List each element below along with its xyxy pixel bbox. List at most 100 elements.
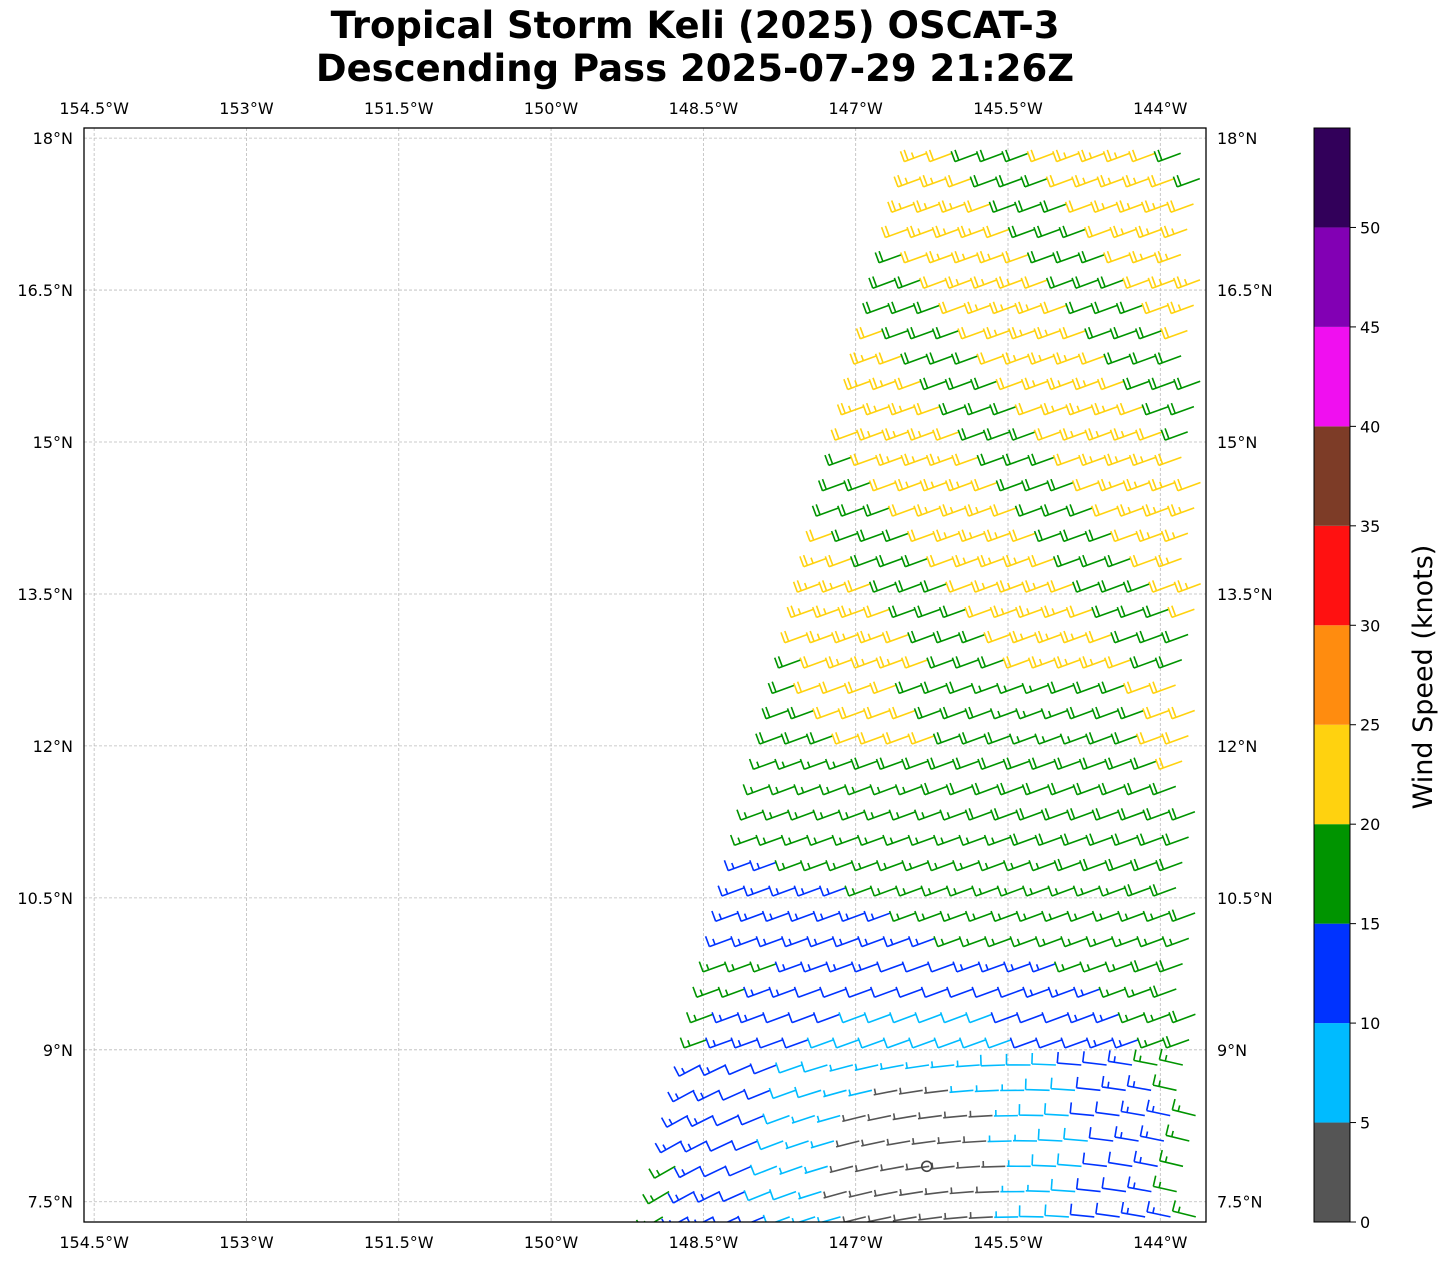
wind-barb <box>932 732 961 745</box>
wind-barb <box>830 428 858 441</box>
storm-center-marker <box>920 1160 933 1173</box>
wind-barb <box>925 149 953 163</box>
wind-barb <box>939 706 967 720</box>
wind-barb <box>1114 1126 1139 1142</box>
wind-barb <box>993 1109 1018 1117</box>
wind-barb <box>686 1216 714 1222</box>
wind-barb <box>1020 174 1048 188</box>
wind-barb <box>1008 733 1037 745</box>
wind-barb <box>920 681 948 695</box>
wind-barb <box>1123 884 1151 897</box>
wind-barb <box>1015 1012 1044 1024</box>
wind-barb <box>1028 961 1056 973</box>
wind-barb <box>1003 961 1031 973</box>
wind-barb <box>894 580 922 593</box>
wind-barb <box>901 961 929 973</box>
wind-barb <box>984 1037 1012 1049</box>
wind-barb <box>964 504 992 517</box>
wind-barb <box>1097 580 1125 593</box>
wind-barb <box>1060 1037 1088 1049</box>
wind-barb <box>1001 149 1029 163</box>
wind-barb <box>849 352 877 365</box>
wind-barb <box>1090 402 1119 416</box>
wind-barb <box>1022 885 1050 897</box>
wind-barb <box>1146 1200 1171 1218</box>
wind-barb <box>868 580 897 593</box>
wind-barb <box>748 758 777 771</box>
wind-barb <box>1107 1050 1133 1066</box>
wind-barb <box>786 605 814 619</box>
wind-barb <box>1172 276 1201 289</box>
wind-barb <box>1168 1010 1196 1024</box>
lat-tick-label-left: 9°N <box>43 1041 73 1060</box>
wind-barb <box>913 504 941 517</box>
lon-tick-label-bottom: 145.5°W <box>973 1233 1043 1252</box>
wind-barb <box>875 453 903 467</box>
lon-tick-label-bottom: 148.5°W <box>669 1233 739 1252</box>
wind-barb <box>1139 1125 1165 1142</box>
wind-barb <box>723 860 752 872</box>
wind-barb <box>1056 1153 1082 1168</box>
wind-barb <box>855 428 884 441</box>
wind-barb <box>1028 757 1056 771</box>
wind-barb <box>1117 910 1145 923</box>
colorbar-tick-label: 20 <box>1360 815 1380 834</box>
wind-barb <box>880 225 909 239</box>
wind-barb <box>879 1062 904 1071</box>
wind-barb <box>806 1037 834 1049</box>
wind-barb <box>812 910 840 923</box>
wind-barb <box>781 1037 809 1049</box>
wind-barb <box>968 1212 993 1219</box>
colorbar-tick-label: 50 <box>1360 218 1380 237</box>
wind-barb <box>862 605 891 619</box>
wind-barb <box>774 961 803 973</box>
wind-barb <box>1147 377 1176 391</box>
wind-barb <box>1075 1178 1101 1193</box>
wind-barb <box>1015 808 1043 821</box>
wind-barb <box>932 529 960 543</box>
wind-barb <box>1097 478 1125 492</box>
wind-barb <box>969 174 997 188</box>
lon-tick-label-top: 148.5°W <box>669 99 739 118</box>
wind-barb <box>1167 504 1195 517</box>
wind-barb <box>1142 910 1170 923</box>
wind-barb <box>1072 681 1100 695</box>
wind-barb <box>1161 833 1189 847</box>
wind-barb <box>957 428 985 441</box>
wind-barb <box>1147 478 1176 492</box>
lon-tick-label-bottom: 147°W <box>829 1233 884 1252</box>
wind-barb <box>824 554 852 568</box>
wind-barb <box>1136 936 1164 948</box>
wind-barb <box>1116 402 1144 416</box>
wind-barb <box>908 1037 936 1049</box>
wind-barb <box>1149 985 1177 998</box>
wind-barb <box>983 732 1011 745</box>
wind-barb <box>810 1140 835 1149</box>
wind-barb <box>856 630 884 644</box>
wind-barb <box>1031 1052 1056 1066</box>
wind-barb <box>1039 200 1067 213</box>
wind-barb <box>1173 580 1201 593</box>
wind-barb <box>818 681 846 695</box>
wind-barb <box>900 453 928 467</box>
wind-barb <box>989 605 1017 619</box>
wind-barb <box>957 630 986 644</box>
wind-barb <box>1085 732 1113 745</box>
wind-barb <box>1165 1124 1190 1142</box>
wind-barb <box>848 1190 873 1198</box>
wind-barb <box>1002 554 1030 568</box>
wind-barb <box>1008 630 1037 644</box>
wind-barb <box>946 986 974 998</box>
wind-barb <box>1069 1203 1095 1218</box>
wind-barb <box>654 1140 682 1154</box>
wind-barb <box>894 478 922 492</box>
wind-barb <box>939 1012 968 1024</box>
wind-barb <box>830 529 859 543</box>
wind-barb <box>1141 301 1169 315</box>
colorbar-tick-label: 10 <box>1360 1014 1380 1033</box>
wind-barb <box>1133 1049 1158 1066</box>
wind-barb <box>971 782 999 796</box>
wind-barb <box>1040 808 1069 821</box>
wind-barb <box>818 885 847 897</box>
colorbar-bin <box>1314 1122 1350 1222</box>
